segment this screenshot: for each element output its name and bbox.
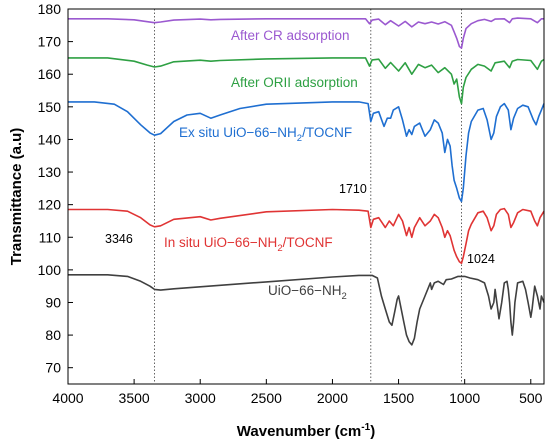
series-label-in-situ: In situ UiO−66−NH2/TOCNF [164, 235, 333, 254]
series-line-after-orii [68, 57, 545, 105]
series-line-uio66nh2 [68, 274, 545, 346]
series-line-in-situ [68, 207, 545, 265]
annotation-3346: 3346 [105, 232, 133, 246]
series-label-ex-situ: Ex situ UiO−66−NH2/TOCNF [179, 125, 352, 144]
y-tick-label: 140 [38, 131, 62, 147]
y-tick-label: 80 [45, 327, 61, 343]
annotation-1710: 1710 [339, 182, 367, 196]
series-label-uio66nh2: UiO−66−NH2 [268, 283, 347, 302]
x-axis-ticks: 4000 3500 3000 2500 2000 1500 1000 500 [52, 379, 543, 406]
y-tick-label: 170 [38, 34, 62, 50]
series-lines [68, 17, 545, 346]
x-tick-label: 3000 [185, 390, 216, 406]
y-tick-label: 100 [38, 262, 62, 278]
annotations: 3346 1710 1024 [105, 182, 495, 266]
y-tick-label: 130 [38, 164, 62, 180]
y-tick-label: 110 [39, 229, 62, 245]
series-line-ex-situ [68, 101, 545, 203]
y-tick-label: 70 [45, 360, 61, 376]
y-tick-label: 90 [45, 294, 61, 310]
x-tick-label: 1500 [383, 390, 414, 406]
series-labels: After CR adsorption After ORII adsorption… [164, 28, 358, 302]
annotation-1024: 1024 [467, 252, 495, 266]
series-line-after-cr [68, 17, 544, 49]
x-tick-label: 1000 [449, 390, 480, 406]
x-tick-label: 4000 [52, 390, 83, 406]
x-tick-label: 3500 [119, 390, 150, 406]
series-label-after-cr: After CR adsorption [231, 28, 350, 43]
y-tick-label: 150 [38, 99, 62, 115]
y-tick-label: 120 [38, 197, 62, 213]
series-label-after-orii: After ORII adsorption [231, 75, 358, 90]
y-axis-ticks: 70 80 90 100 110 120 130 140 150 160 170 180 [38, 1, 73, 376]
x-tick-label: 2000 [317, 390, 348, 406]
y-tick-label: 180 [38, 1, 62, 17]
y-tick-label: 160 [38, 66, 62, 82]
plot-area-frame [67, 8, 545, 385]
x-tick-label: 2500 [251, 390, 282, 406]
reference-lines [154, 9, 462, 384]
x-tick-label: 500 [519, 390, 543, 406]
x-axis-title: Wavenumber (cm-1) [237, 422, 375, 440]
y-axis-title: Transmittance (a.u) [8, 128, 25, 266]
